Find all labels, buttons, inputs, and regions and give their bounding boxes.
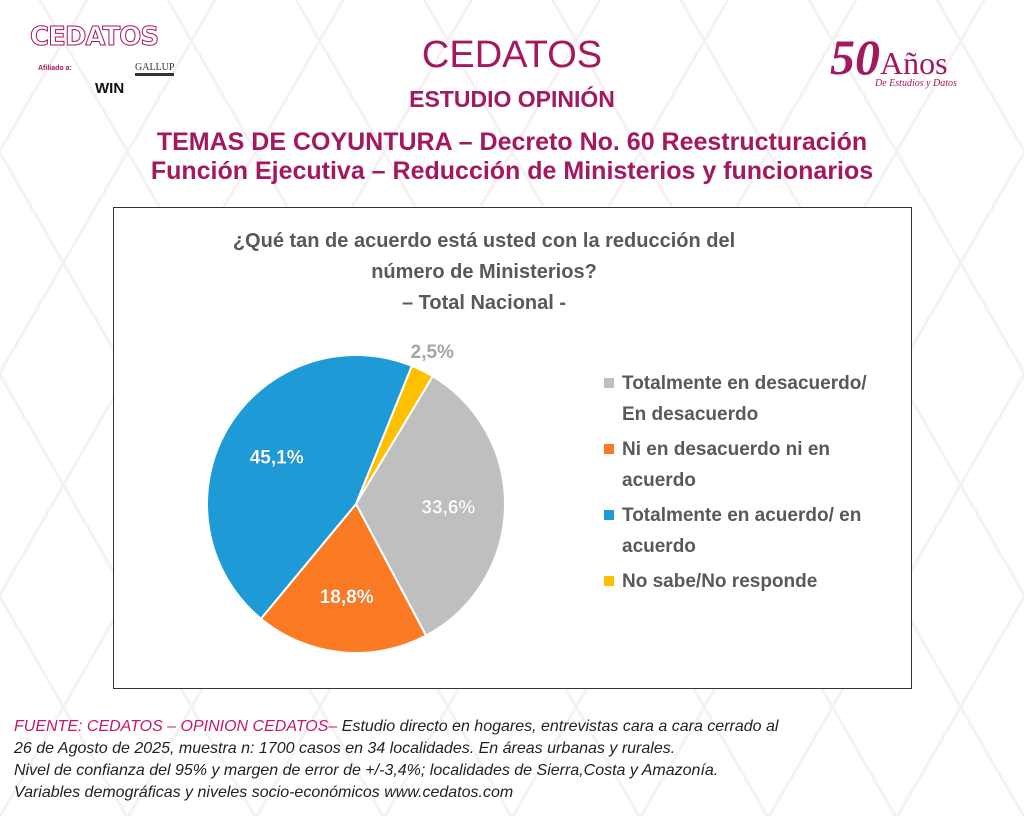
page-subtitle: ESTUDIO OPINIÓN	[409, 86, 615, 112]
anniv-sub: De Estudios y Datos	[875, 78, 957, 89]
chart-title-line-2: número de Ministerios?	[371, 261, 597, 283]
legend-label: En desacuerdo	[622, 404, 759, 425]
data-label: 2,5%	[411, 342, 454, 363]
chart-legend: Totalmente en desacuerdo/En desacuerdo Ni…	[604, 368, 904, 601]
legend-label: Ni en desacuerdo ni en	[622, 439, 830, 460]
legend-item: No sabe/No responde	[604, 566, 904, 597]
topic-line-1: TEMAS DE COYUNTURA – Decreto No. 60 Rees…	[156, 128, 868, 156]
legend-label: Totalmente en desacuerdo/	[622, 373, 867, 394]
data-label: 33,6%	[421, 497, 475, 518]
legend-swatch	[604, 444, 614, 454]
legend-swatch	[604, 378, 614, 388]
legend-swatch	[604, 510, 614, 520]
footer-line-3: Nivel de confianza del 95% y margen de e…	[14, 762, 719, 779]
footer-line-4: Variables demográficas y niveles socio-e…	[14, 784, 514, 801]
data-label: 18,8%	[320, 587, 374, 608]
anniv-word: Años	[880, 45, 948, 81]
chart-panel: ¿Qué tan de acuerdo está usted con la re…	[113, 207, 912, 689]
footer-line-1: Estudio directo en hogares, entrevistas …	[337, 718, 779, 735]
legend-label: No sabe/No responde	[622, 571, 818, 592]
chart-title-line-1: ¿Qué tan de acuerdo está usted con la re…	[232, 230, 736, 252]
legend-label: acuerdo	[622, 470, 696, 491]
affiliated-label: Afiliado a:	[38, 65, 72, 72]
chart-title-line-3: – Total Nacional -	[401, 292, 567, 314]
legend-label: Totalmente en acuerdo/ en	[622, 505, 862, 526]
topic-line-2: Función Ejecutiva – Reducción de Ministe…	[150, 157, 874, 185]
pie-slice	[259, 502, 428, 654]
legend-item: Totalmente en desacuerdo/En desacuerdo	[604, 368, 904, 430]
pie-chart: 2,5% 33,6% 18,8% 45,1%	[206, 342, 506, 654]
cedatos-logo: CEDATOS	[29, 22, 159, 53]
chart-title: ¿Qué tan de acuerdo está usted con la re…	[114, 226, 854, 319]
pie-slice	[354, 374, 506, 637]
legend-swatch	[604, 576, 614, 586]
footer-note: FUENTE: CEDATOS – OPINION CEDATOS– Estud…	[14, 716, 778, 804]
legend-item: Totalmente en acuerdo/ en acuerdo	[604, 500, 904, 562]
win-logo: WIN	[95, 80, 125, 97]
anniv-num: 50	[830, 29, 880, 85]
page-title: CEDATOS	[421, 34, 603, 76]
gallup-logo: GALLUP	[135, 62, 175, 76]
footer-source: FUENTE: CEDATOS – OPINION CEDATOS–	[14, 718, 338, 735]
footer-line-2: 26 de Agosto de 2025, muestra n: 1700 ca…	[14, 740, 676, 757]
legend-label: acuerdo	[622, 536, 696, 557]
anniversary-logo: 50Años De Estudios y Datos	[830, 28, 957, 89]
data-label: 45,1%	[250, 448, 304, 469]
legend-item: Ni en desacuerdo ni en acuerdo	[604, 434, 904, 496]
pie-slice	[206, 354, 414, 621]
topic-heading: TEMAS DE COYUNTURA – Decreto No. 60 Rees…	[0, 128, 1024, 186]
